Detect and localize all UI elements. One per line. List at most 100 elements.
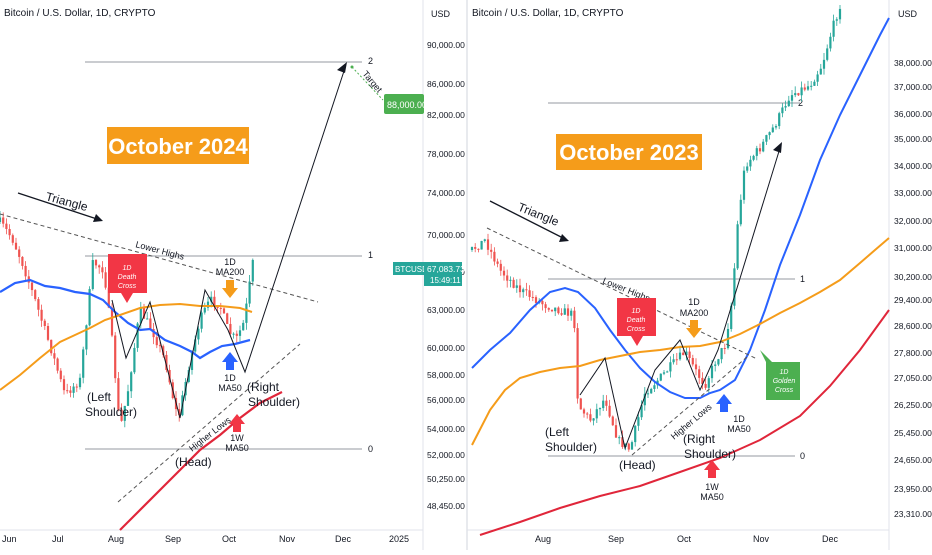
left-ma200-arrow-icon: [222, 280, 238, 298]
right-fib-2-label: 2: [798, 98, 803, 108]
left-price-tick: 58,000.00: [427, 370, 465, 380]
left-candle-body: [43, 320, 46, 327]
left-death-cross-callout: [108, 254, 147, 303]
right-candle-body: [733, 268, 736, 306]
left-candle-body: [158, 345, 162, 347]
left-candle-body: [53, 353, 56, 359]
right-candle-body: [557, 307, 560, 314]
left-candle-body: [101, 267, 104, 273]
right-candle-body: [742, 170, 746, 200]
left-candle-body: [200, 312, 203, 329]
right-candle-body: [822, 59, 826, 69]
left-candle-body: [14, 242, 18, 250]
right-candle-body: [659, 373, 662, 381]
right-ma50w-arrow-icon: [704, 460, 720, 478]
right-candle-body: [547, 308, 550, 310]
left-triangle-arrow-line: [17, 192, 101, 221]
left-candle-body: [91, 260, 94, 290]
right-candle-body: [746, 166, 749, 171]
left-ma50-label-line1: 1D: [224, 373, 236, 383]
right-candle-body: [675, 359, 678, 361]
right-candle-body: [586, 413, 589, 415]
right-price-tick: 27,800.00: [894, 348, 932, 358]
right-candle-body: [592, 418, 595, 421]
left-candle-body: [59, 370, 62, 380]
right-candle-body: [835, 19, 838, 21]
left-candle-body: [229, 323, 232, 334]
left-candle-body: [30, 282, 34, 291]
left-ma50w-arrow-icon: [229, 414, 245, 432]
left-ma200-label-line1: 1D: [224, 257, 236, 267]
left-fib-1-label: 1: [368, 250, 373, 260]
right-candle-body: [573, 310, 576, 329]
right-candle-body: [627, 443, 630, 450]
left-death-cross-line3: Cross: [118, 283, 137, 290]
right-candle-body: [598, 408, 602, 410]
right-head-label: (Head): [619, 458, 656, 472]
left-candle-body: [72, 386, 75, 393]
left-candle-body: [104, 272, 107, 288]
right-candle-body: [515, 285, 518, 288]
right-candle-body: [688, 351, 691, 359]
right-candle-body: [813, 81, 816, 86]
right-left-shoulder-line1: (Left: [545, 425, 570, 439]
left-candle-body: [21, 256, 24, 266]
left-candle-body: [155, 337, 158, 346]
left-price-tick: 54,000.00: [427, 424, 465, 434]
right-time-tick: Oct: [677, 534, 692, 544]
left-right-shoulder-line2: Shoulder): [248, 395, 300, 409]
left-time-tick: Jun: [2, 534, 17, 544]
right-candle-body: [653, 385, 656, 389]
left-chart-panel[interactable]: Bitcoin / U.S. Dollar, 1D, CRYPTO USD 90…: [0, 0, 465, 550]
left-ma50w-label-line2: MA50: [225, 443, 249, 453]
left-candle-body: [66, 390, 69, 392]
left-price-tick: 86,000.00: [427, 79, 465, 89]
left-candle-body: [165, 354, 168, 370]
left-candle-body: [142, 307, 146, 319]
left-ticker-tag-text: BTCUSD: [395, 265, 428, 274]
right-candle-body: [595, 409, 598, 419]
right-candle-body: [704, 383, 707, 388]
right-left-shoulder-line2: Shoulder): [545, 440, 597, 454]
right-candle-body: [637, 417, 640, 426]
right-candle-body: [797, 93, 800, 96]
right-chart-panel[interactable]: Bitcoin / U.S. Dollar, 1D, CRYPTO USD 38…: [467, 0, 932, 550]
left-candle-body: [117, 378, 120, 410]
right-currency-label: USD: [898, 9, 918, 19]
right-price-tick: 23,950.00: [894, 484, 932, 494]
right-candle-body: [682, 352, 685, 356]
left-candle-body: [50, 339, 53, 354]
right-fib-1-label: 1: [800, 274, 805, 284]
left-banner-text: October 2024: [108, 134, 248, 159]
left-price-tick: 82,000.00: [427, 110, 465, 120]
left-candle-body: [94, 260, 98, 266]
left-candle-body: [130, 372, 133, 392]
left-candle-body: [206, 301, 210, 308]
left-time-tick: Oct: [222, 534, 237, 544]
left-candle-body: [232, 333, 235, 335]
right-projection-path: [579, 147, 781, 450]
left-target-tag: [384, 94, 424, 114]
right-candle-body: [480, 240, 483, 250]
left-ma200-label-line2: MA200: [216, 267, 245, 277]
right-price-tick: 36,000.00: [894, 109, 932, 119]
left-candle-body: [2, 217, 5, 224]
left-lower-highs-line: [0, 213, 319, 303]
left-time-tick: Dec: [335, 534, 352, 544]
right-candle-body: [752, 155, 755, 160]
right-candle-body: [784, 106, 787, 108]
right-triangle-label: Triangle: [516, 200, 561, 229]
right-candles: [470, 4, 842, 452]
right-ma50-label-line2: MA50: [727, 424, 751, 434]
left-price-tick: 90,000.00: [427, 40, 465, 50]
right-candle-body: [774, 126, 778, 128]
right-candle-body: [563, 308, 566, 315]
right-ma50-arrow-icon: [716, 394, 732, 412]
right-candle-body: [803, 87, 806, 90]
right-candle-body: [544, 304, 547, 309]
right-candle-body: [819, 68, 822, 75]
left-projection-path: [111, 67, 346, 419]
right-candle-body: [832, 20, 835, 37]
left-candle-body: [82, 349, 85, 378]
